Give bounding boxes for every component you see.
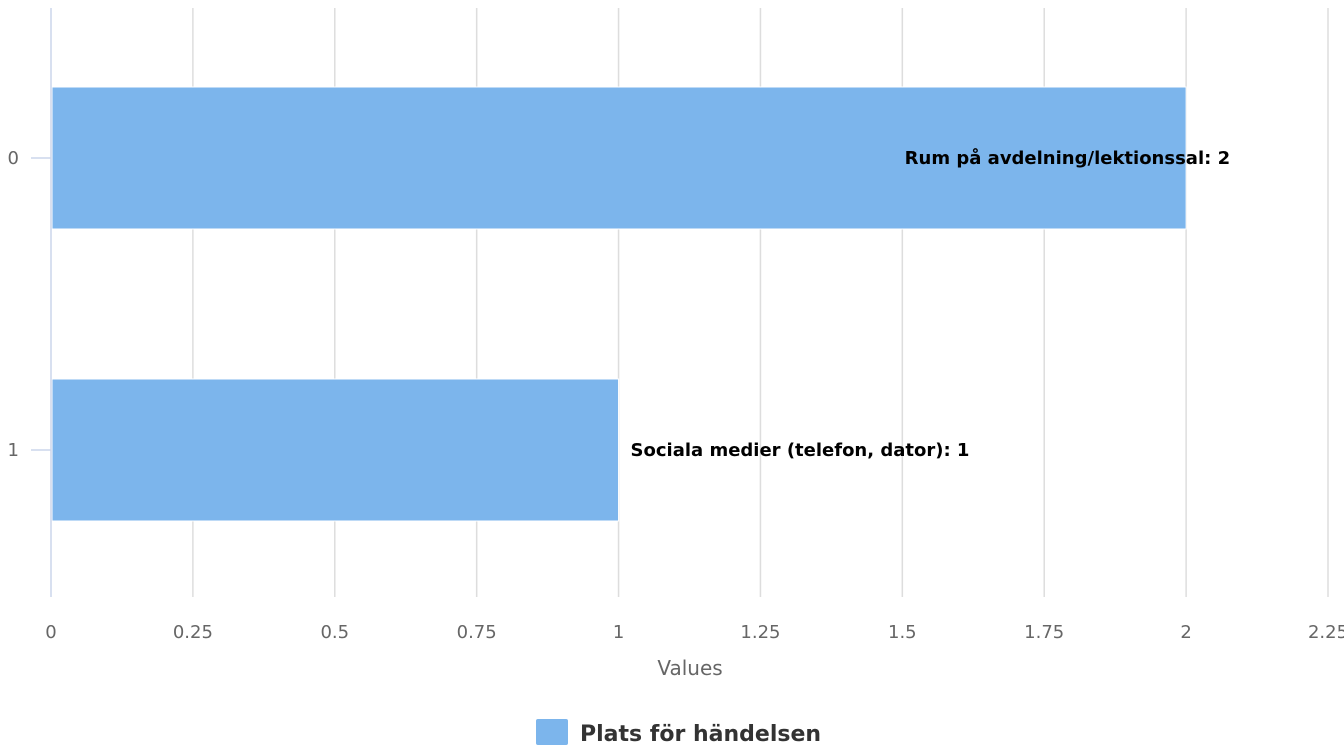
x-tick-label: 1.25 (740, 622, 780, 643)
bar[interactable] (51, 378, 620, 522)
x-tick-label: 2.25 (1308, 622, 1344, 643)
data-label: Rum på avdelning/lektionssal: 2 (905, 147, 1230, 169)
bars (51, 86, 1187, 522)
x-tick-label: 1 (613, 622, 624, 643)
legend-swatch (536, 719, 568, 745)
legend[interactable]: Plats för händelsen (536, 719, 821, 747)
legend-label: Plats för händelsen (580, 722, 821, 747)
x-tick-label: 0.25 (173, 622, 213, 643)
axes: 0 0.25 0.5 0.75 1 1.25 1.5 1.75 2 2.25 0 1 (8, 8, 1344, 643)
x-axis-title: Values (657, 656, 722, 680)
y-tick-label: 1 (8, 440, 19, 461)
data-label: Sociala medier (telefon, dator): 1 (631, 440, 970, 461)
x-tick-label: 0.5 (320, 622, 349, 643)
x-tick-label: 0 (45, 622, 56, 643)
data-labels: Rum på avdelning/lektionssal: 2 Sociala m… (631, 147, 1231, 461)
x-tick-label: 1.5 (888, 622, 917, 643)
x-tick-label: 2 (1180, 622, 1191, 643)
x-tick-label: 1.75 (1024, 622, 1064, 643)
x-tick-label: 0.75 (457, 622, 497, 643)
bar[interactable] (51, 86, 1187, 230)
y-tick-label: 0 (8, 148, 19, 169)
